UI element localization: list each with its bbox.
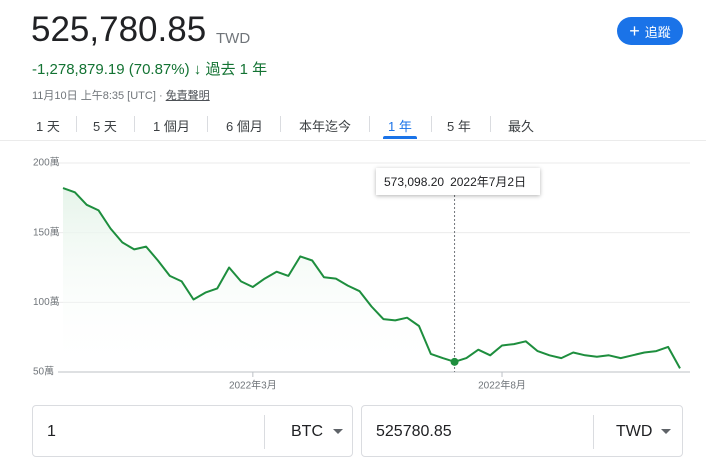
range-tab[interactable]: 1 年	[388, 119, 412, 134]
x-tick-label: 2022年8月	[478, 379, 526, 392]
y-tick-label: 200萬	[33, 156, 60, 169]
price: 525,780.85	[31, 10, 207, 49]
follow-button[interactable]: + 追蹤	[617, 17, 683, 45]
chart: 50萬 100萬 150萬 200萬 2022年3月 2022年8月	[33, 156, 690, 392]
follow-label: 追蹤	[644, 24, 671, 40]
tab-separator	[490, 116, 491, 132]
tab-separator	[369, 116, 370, 132]
amount-input[interactable]: 1	[47, 423, 56, 440]
y-tick-label: 150萬	[33, 225, 60, 238]
area-fill	[63, 188, 680, 372]
down-arrow: ↓	[193, 61, 202, 78]
range-tab[interactable]: 1 天	[36, 119, 60, 134]
y-tick-label: 100萬	[33, 295, 60, 308]
result-input[interactable]: 525780.85	[376, 423, 452, 440]
x-tick-label: 2022年3月	[229, 379, 277, 392]
range-tab[interactable]: 最久	[508, 119, 535, 134]
timestamp-line: 11月10日 上午8:35 [UTC] · 免責聲明	[32, 87, 210, 103]
tab-separator	[431, 116, 432, 132]
tab-separator	[207, 116, 208, 132]
disclaimer-link[interactable]: 免責聲明	[165, 90, 210, 102]
dropdown-caret[interactable]	[661, 429, 671, 434]
y-tick-label: 50萬	[33, 365, 54, 378]
from-currency[interactable]: BTC	[291, 423, 323, 440]
divider	[0, 140, 706, 141]
tab-separator	[280, 116, 281, 132]
range-tab[interactable]: 本年迄今	[299, 119, 352, 134]
currency: TWD	[216, 30, 251, 47]
tooltip: 573,098.20 2022年7月2日	[376, 168, 540, 195]
range-tab[interactable]: 1 個月	[153, 119, 190, 134]
timestamp: 11月10日 上午8:35 [UTC] ·	[32, 90, 163, 102]
range-tab[interactable]: 6 個月	[226, 119, 263, 134]
change: -1,278,879.19 (70.87%) ↓ 過去 1 年	[32, 58, 267, 79]
range-tab[interactable]: 5 天	[93, 119, 117, 134]
range-tab[interactable]: 5 年	[447, 119, 471, 134]
price-line	[62, 187, 681, 369]
tooltip-value: 573,098.20	[384, 174, 445, 189]
change-value: -1,278,879.19 (70.87%)	[32, 61, 190, 78]
to-currency[interactable]: TWD	[616, 423, 653, 440]
plus-icon: +	[629, 21, 640, 41]
tab-underline	[383, 136, 417, 139]
tab-separator	[76, 116, 77, 132]
separator	[593, 415, 594, 449]
separator	[264, 415, 265, 449]
dropdown-caret[interactable]	[333, 429, 343, 434]
tab-separator	[134, 116, 135, 132]
result-box: 525780.85 TWD	[361, 405, 683, 457]
hover-dot	[450, 357, 459, 366]
tooltip-date: 2022年7月2日	[450, 175, 527, 189]
period: 過去 1 年	[205, 61, 268, 78]
amount-box: 1 BTC	[32, 405, 353, 457]
